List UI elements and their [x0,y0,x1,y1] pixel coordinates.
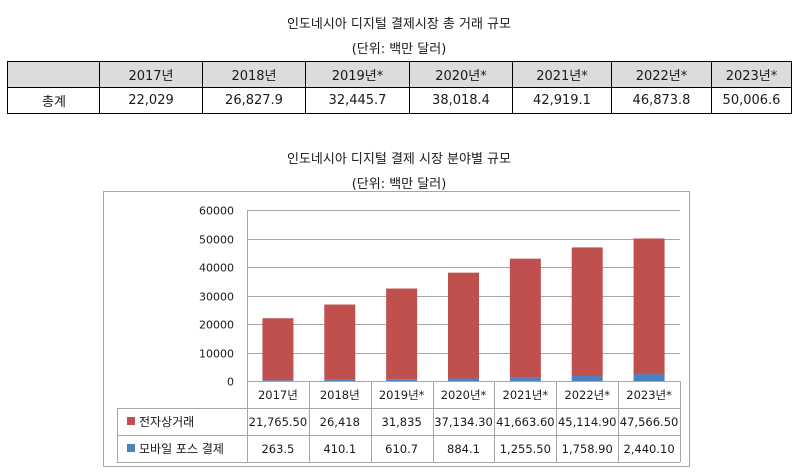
total-volume-table: 2017년 2018년 2019년* 2020년* 2021년* 2022년* … [7,61,792,114]
y-tick-label: 20000 [199,319,234,332]
x-tick-label: 2022년* [564,388,610,402]
bar-mobile-pos [633,374,665,381]
header-year: 2023년* [711,61,792,88]
x-tick-label: 2018년 [320,388,360,402]
bar-mobile-pos [448,378,479,381]
total-table-row: 총계 22,029 26,827.9 32,445.7 38,018.4 42,… [7,87,792,114]
total-value-cell: 50,006.6 [711,87,792,114]
row-label-total: 총계 [7,87,100,114]
header-year: 2019년* [305,61,410,88]
bar-mobile-pos [509,377,541,381]
x-tick-label: 2023년* [626,388,672,402]
bar-mobile-pos [571,375,603,381]
bar-ecommerce [448,272,479,379]
data-label: 37,134.30 [434,415,493,429]
x-tick-label: 2017년 [258,388,298,402]
data-label: 1,255.50 [500,442,551,456]
chart-unit: (단위: 백만 달러) [351,177,447,192]
y-tick-label: 50000 [199,234,234,247]
total-value-cell: 26,827.9 [202,87,306,114]
data-label: 47,566.50 [620,415,679,429]
data-label: 21,765.50 [249,415,308,429]
y-tick-label: 30000 [199,291,234,304]
x-tick-label: 2020년* [441,388,487,402]
header-year: 2020년* [409,61,513,88]
bar-ecommerce [633,238,665,375]
total-value-cell: 22,029 [99,87,203,114]
y-tick-label: 40000 [199,262,234,275]
legend-key-ecommerce [127,417,135,425]
data-label: 410.1 [323,442,356,456]
bar-ecommerce [509,258,541,378]
stacked-bar-chart: 0 10000 20000 30000 40000 50000 60000 2017년 2018… [117,205,681,463]
header-year: 2017년 [99,61,203,88]
total-value-cell: 42,919.1 [512,87,612,114]
data-label: 884.1 [447,442,480,456]
total-table-unit: (단위: 백만 달러) [351,42,447,57]
legend-key-mobile-pos [127,444,135,452]
data-label: 2,440.10 [623,442,674,456]
header-year: 2018년 [202,61,306,88]
total-value-cell: 38,018.4 [409,87,513,114]
bar-mobile-pos [262,380,294,381]
x-tick-label: 2021년* [503,388,549,402]
chart-area: 0 10000 20000 30000 40000 50000 60000 2017년 2018… [103,191,690,467]
header-year: 2022년* [611,61,712,88]
data-label: 610.7 [385,442,418,456]
total-value-cell: 46,873.8 [611,87,712,114]
y-tick-label: 60000 [199,205,234,218]
data-label: 1,758.90 [562,442,613,456]
chart-title: 인도네시아 디지털 결제 시장 분야별 규모 [287,152,511,167]
header-year: 2021년* [512,61,612,88]
x-tick-label: 2019년* [379,388,425,402]
header-empty-cell [7,61,100,88]
bar-ecommerce [386,288,418,380]
data-label: 31,835 [382,415,422,429]
data-label: 41,663.60 [496,415,555,429]
bar-ecommerce [324,304,356,380]
y-tick-label: 10000 [199,348,234,361]
total-value-cell: 32,445.7 [305,87,410,114]
legend-label: 모바일 포스 결제 [139,442,224,456]
total-table-header-row: 2017년 2018년 2019년* 2020년* 2021년* 2022년* … [7,61,792,88]
bar-mobile-pos [324,379,356,381]
y-tick-label: 0 [227,376,234,389]
bar-mobile-pos [386,379,418,381]
legend-label: 전자상거래 [139,415,194,429]
total-table-title: 인도네시아 디지털 결제시장 총 거래 규모 [287,17,511,32]
bar-ecommerce [571,247,603,376]
data-label: 263.5 [261,442,294,456]
data-label: 45,114.90 [558,415,617,429]
bar-ecommerce [262,318,294,381]
data-label: 26,418 [320,415,360,429]
